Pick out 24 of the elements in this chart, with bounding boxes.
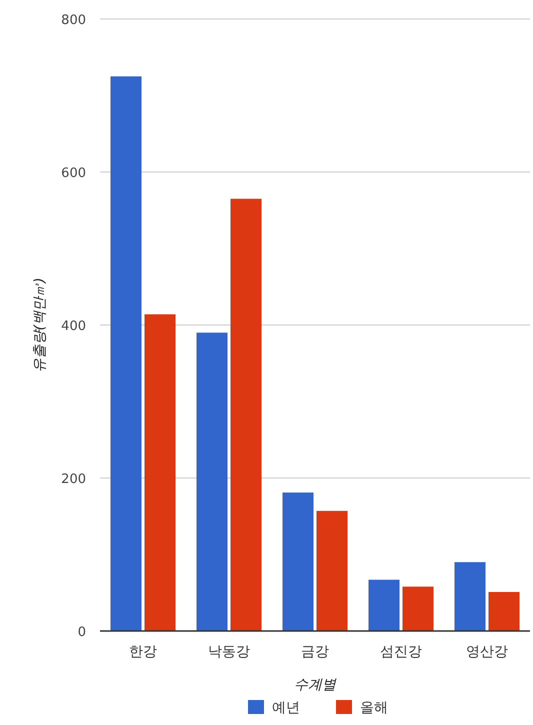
x-tick-label: 영산강 (466, 644, 508, 660)
x-axis-title: 수계별 (294, 677, 337, 693)
x-tick-label: 금강 (301, 644, 329, 660)
y-tick-label: 200 (61, 472, 86, 487)
bar (282, 492, 314, 631)
y-tick-label: 400 (61, 319, 86, 334)
bar (368, 580, 400, 631)
bar (454, 562, 486, 631)
legend-label: 올해 (360, 700, 388, 716)
y-tick-label: 0 (78, 625, 86, 640)
x-tick-label: 섬진강 (380, 644, 422, 660)
bar (402, 586, 434, 631)
bar (144, 314, 176, 631)
bar (488, 592, 520, 631)
bar (230, 198, 262, 631)
y-tick-label: 800 (61, 13, 86, 28)
x-tick-label: 한강 (129, 644, 157, 660)
y-axis-title: 유출량(백만㎥) (32, 278, 48, 372)
bar (196, 332, 228, 631)
bar (110, 76, 142, 631)
bar (316, 510, 348, 631)
y-tick-label: 600 (61, 166, 86, 181)
x-tick-label: 낙동강 (208, 644, 250, 660)
legend-label: 예년 (272, 700, 300, 716)
